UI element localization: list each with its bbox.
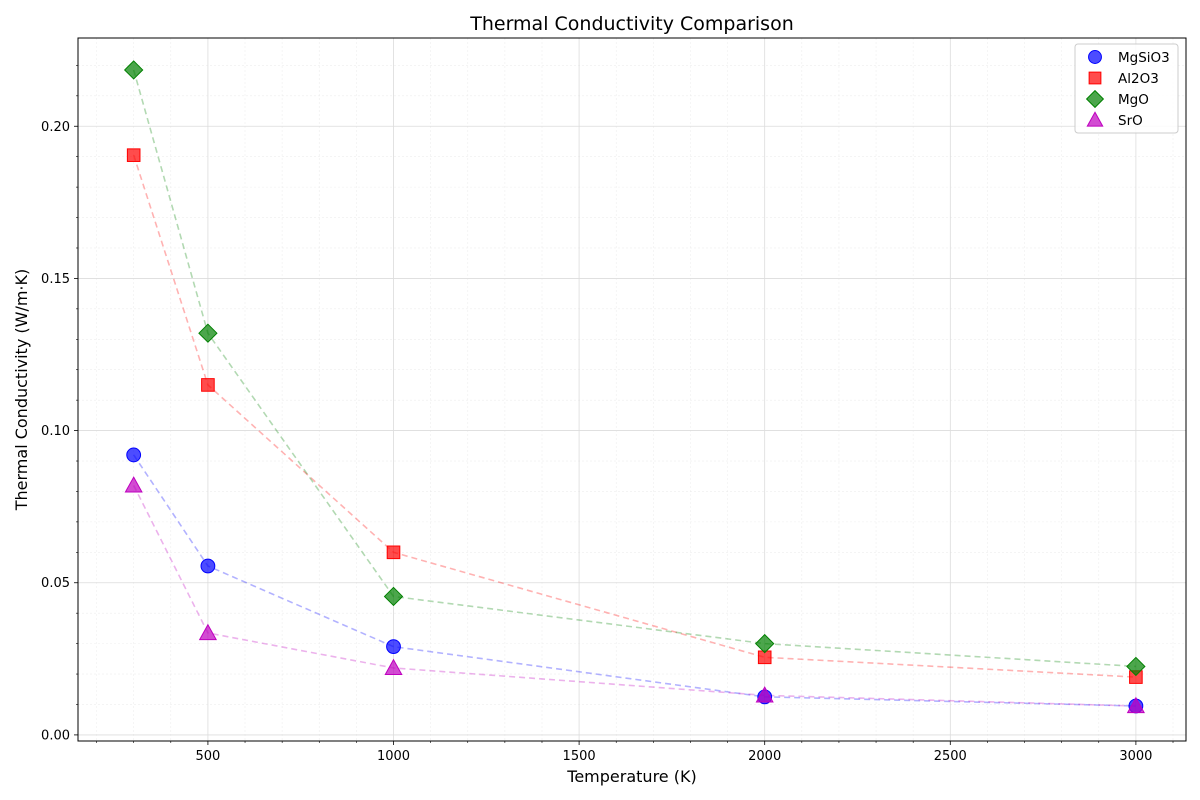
data-point-al2o3 — [201, 378, 215, 392]
data-point-mgo — [198, 323, 218, 343]
data-point-mgsio3 — [386, 639, 401, 655]
data-point-sro — [1126, 696, 1145, 714]
data-point-mgsio3 — [126, 447, 142, 463]
data-point-mgo — [1126, 656, 1146, 677]
data-point-mgo — [754, 633, 775, 654]
data-point-mgsio3 — [200, 558, 216, 574]
x-tick-label: 1500 — [563, 749, 596, 764]
data-point-mgo — [383, 586, 404, 607]
legend-label: Al2O3 — [1118, 71, 1159, 87]
legend-marker-sro — [1086, 111, 1104, 127]
legend-marker-al2o3 — [1088, 71, 1102, 85]
y-axis-label: Thermal Conductivity (W/m·K) — [12, 269, 31, 512]
data-point-al2o3 — [126, 148, 141, 162]
y-tick-label: 0.15 — [41, 272, 70, 287]
chart-title: Thermal Conductivity Comparison — [469, 13, 794, 35]
x-tick-label: 1000 — [377, 749, 410, 764]
x-tick-label: 2000 — [748, 749, 781, 764]
legend-box — [1074, 43, 1179, 134]
series-markers — [123, 60, 1146, 714]
y-tick-label: 0.20 — [41, 120, 70, 135]
x-tick-label: 2500 — [934, 749, 967, 764]
legend-label: MgO — [1118, 92, 1149, 108]
minor-grid — [78, 38, 1186, 741]
y-tick-label: 0.05 — [41, 576, 70, 591]
legend: MgSiO3 Al2O3 MgO SrO — [1074, 43, 1179, 134]
axis-ticks: 500 1000 1500 2000 2500 3000 0.00 0.05 0.10 0.15 0… — [41, 65, 1174, 764]
data-point-mgo — [123, 60, 144, 80]
major-grid — [78, 38, 1186, 741]
plot-frame — [77, 37, 1187, 742]
data-point-sro — [384, 658, 403, 676]
legend-marker-mgo — [1085, 89, 1105, 109]
x-axis-label: Temperature (K) — [566, 767, 696, 786]
y-tick-label: 0.10 — [41, 424, 70, 439]
legend-marker-mgsio3 — [1088, 50, 1102, 64]
x-tick-label: 3000 — [1119, 749, 1152, 764]
data-point-sro — [755, 686, 774, 703]
legend-label: MgSiO3 — [1118, 50, 1170, 66]
data-point-sro — [124, 476, 143, 493]
legend-label: SrO — [1118, 113, 1143, 129]
data-point-sro — [198, 623, 218, 641]
x-tick-label: 500 — [196, 749, 221, 764]
data-point-al2o3 — [386, 545, 401, 560]
y-tick-label: 0.00 — [41, 728, 70, 743]
